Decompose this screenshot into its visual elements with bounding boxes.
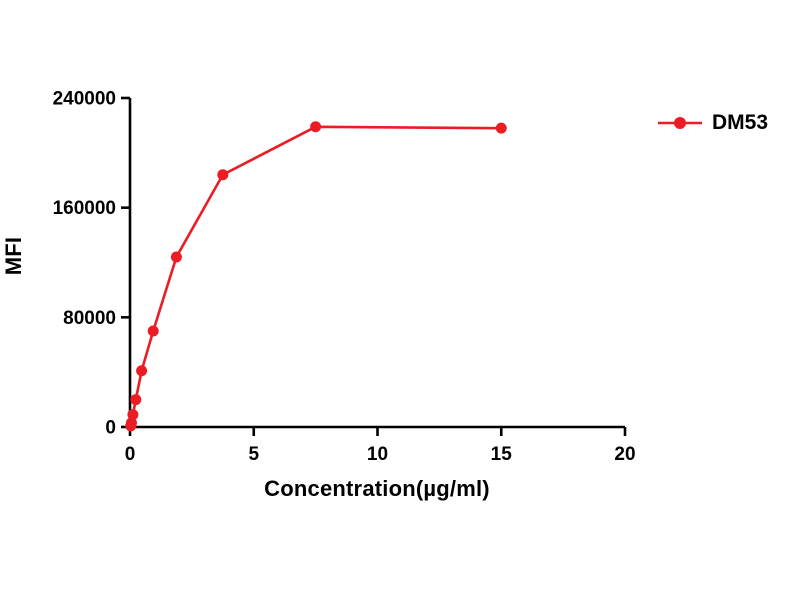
x-tick-label: 5 xyxy=(248,444,259,465)
data-point-marker xyxy=(310,121,322,133)
x-tick-label: 10 xyxy=(367,444,388,465)
data-point-marker xyxy=(495,122,507,134)
data-point-marker xyxy=(217,169,229,181)
data-point-marker xyxy=(130,394,142,406)
x-axis-title: Concentration(µg/ml) xyxy=(264,476,490,501)
y-tick-label: 0 xyxy=(105,418,116,439)
x-tick-label: 20 xyxy=(614,444,635,465)
y-tick-label: 240000 xyxy=(53,89,116,110)
data-point-marker xyxy=(127,409,139,421)
y-axis-title: MFI xyxy=(1,236,26,276)
legend-marker-dot xyxy=(674,117,686,129)
data-point-marker xyxy=(125,417,137,429)
data-point-marker xyxy=(170,251,182,263)
series-line xyxy=(129,125,502,427)
data-point-marker xyxy=(147,325,159,337)
x-tick-label: 15 xyxy=(491,444,513,465)
data-point-marker xyxy=(136,365,148,377)
x-tick-label: 0 xyxy=(125,444,136,465)
legend-series-label: DM53 xyxy=(712,111,769,134)
y-tick-label: 80000 xyxy=(63,308,116,329)
y-tick-label: 160000 xyxy=(53,198,116,219)
